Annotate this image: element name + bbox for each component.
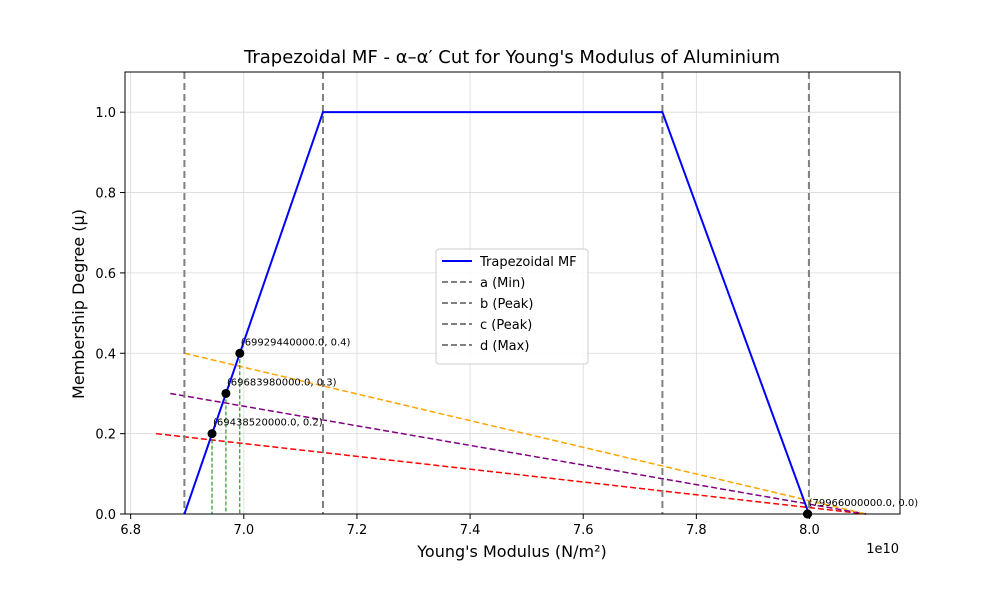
plot-area: (69438520000.0, 0.2) (69683980000.0, 0.3)… — [156, 72, 918, 519]
y-tick-label: 0.8 — [95, 187, 116, 202]
y-tick-label: 0.4 — [95, 347, 116, 362]
point-annotation: (79966000000.0, 0.0) — [809, 498, 919, 509]
x-tick-label: 7.2 — [347, 523, 368, 538]
x-tick-label: 7.8 — [686, 523, 707, 538]
alpha-cut-line — [156, 432, 867, 515]
point-annotation: (69929440000.0, 0.4) — [241, 337, 351, 348]
ticks: 6.8 7.0 7.2 7.4 7.6 7.8 8.0 0.0 0.2 0.4 0.6 0.8 1.0 — [95, 106, 820, 538]
alpha-point-marker — [221, 388, 231, 398]
axes-frame — [124, 71, 901, 515]
x-axis-label: Young's Modulus (N/m²) — [416, 542, 606, 561]
series-line-trapezoidal-mf — [183, 111, 810, 515]
y-tick-label: 0.6 — [95, 267, 116, 282]
x-offset-label: 1e10 — [866, 542, 899, 557]
legend-label: b (Peak) — [480, 297, 533, 312]
x-tick-label: 7.0 — [233, 523, 254, 538]
x-tick-label: 8.0 — [799, 523, 820, 538]
alpha-point-marker — [235, 348, 245, 358]
legend-label: c (Peak) — [480, 318, 532, 333]
x-tick-label: 6.8 — [120, 523, 141, 538]
x-tick-label: 7.6 — [573, 523, 594, 538]
x-tick-label: 7.4 — [460, 523, 481, 538]
point-annotation: (69438520000.0, 0.2) — [213, 418, 323, 429]
y-tick-label: 1.0 — [95, 106, 116, 121]
legend-label: d (Max) — [480, 339, 529, 354]
chart-title: Trapezoidal MF - α–α′ Cut for Young's Mo… — [243, 47, 780, 68]
y-axis-label: Membership Degree (μ) — [69, 209, 88, 399]
legend-label: Trapezoidal MF — [479, 255, 577, 270]
legend-box — [435, 248, 589, 365]
y-tick-label: 0.2 — [95, 428, 116, 443]
alpha-point-marker — [207, 429, 217, 439]
alpha-cut-line — [170, 392, 867, 515]
point-annotation: (69683980000.0, 0.3) — [227, 377, 337, 388]
legend-label: a (Min) — [480, 276, 525, 291]
legend: Trapezoidal MF a (Min) b (Peak) c (Peak) d (… — [435, 248, 589, 365]
y-tick-label: 0.0 — [95, 508, 116, 523]
